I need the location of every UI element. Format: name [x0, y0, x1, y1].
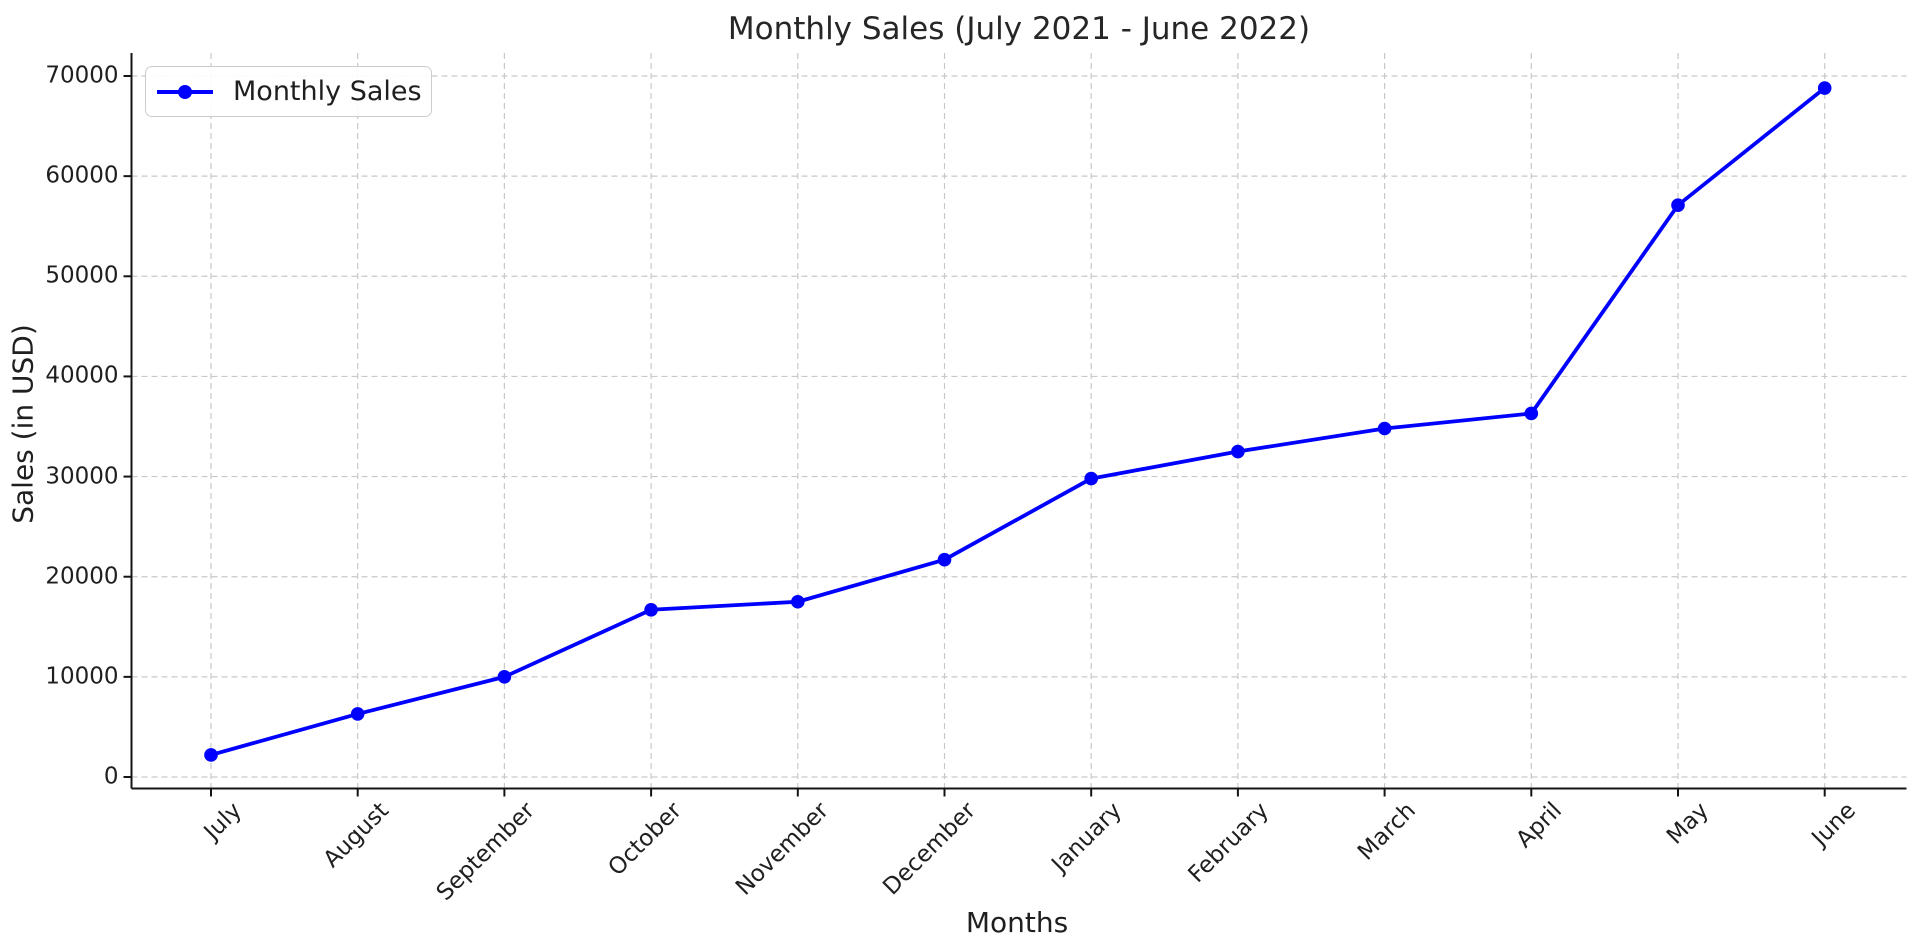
data-point-marker [1231, 444, 1245, 459]
y-tick-label: 60000 [45, 162, 119, 189]
y-tick-label: 40000 [45, 362, 119, 389]
data-point-marker [1817, 81, 1832, 95]
data-point-marker [937, 552, 952, 567]
data-point-marker [1524, 406, 1539, 421]
data-point-marker [791, 594, 805, 609]
chart-title: Monthly Sales (July 2021 - June 2022) [727, 11, 1311, 47]
data-point-marker [644, 602, 658, 617]
y-tick-label: 20000 [45, 563, 119, 590]
sales-line [209, 86, 1827, 757]
data-point-marker [204, 748, 218, 762]
legend-label: Monthly Sales [233, 76, 422, 107]
y-tick-label: 50000 [45, 262, 119, 289]
data-point-marker [350, 707, 365, 721]
data-point-marker [1671, 198, 1685, 212]
y-tick-label: 0 [103, 763, 119, 790]
legend-line-marker-icon [157, 84, 213, 99]
data-point-marker [1377, 421, 1392, 436]
x-axis-label: Months [965, 906, 1069, 939]
data-point-marker [497, 670, 512, 684]
y-tick-label: 30000 [45, 463, 119, 490]
legend[interactable]: Monthly Sales [145, 66, 432, 117]
y-tick-label: 10000 [45, 663, 119, 690]
y-tick-label: 70000 [45, 62, 119, 89]
data-point-marker [1084, 471, 1098, 486]
